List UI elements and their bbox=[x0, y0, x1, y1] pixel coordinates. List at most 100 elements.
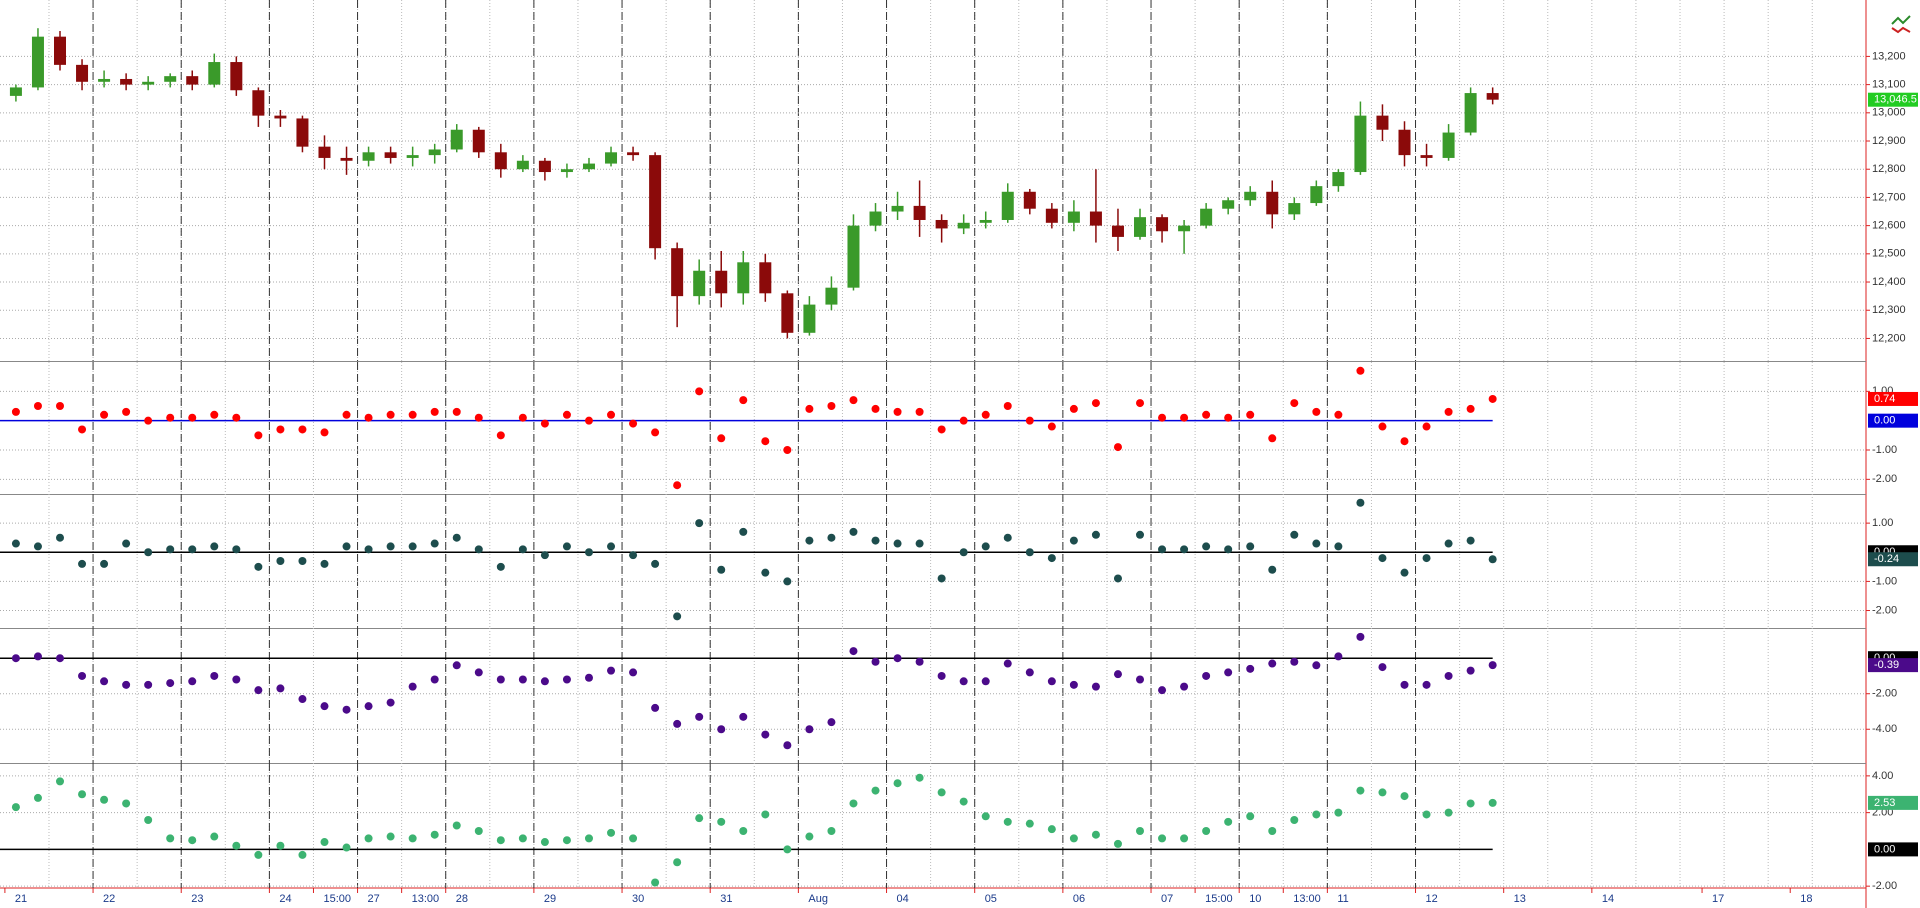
y-tick-label: 12,200 bbox=[1872, 332, 1906, 344]
indicator-dot bbox=[1356, 632, 1365, 641]
indicator-dot bbox=[893, 654, 902, 663]
indicator-dot bbox=[56, 533, 65, 542]
x-tick-label: 05 bbox=[985, 893, 997, 905]
candle-body bbox=[737, 262, 750, 294]
indicator-dot bbox=[298, 850, 307, 859]
indicator-dot bbox=[783, 577, 792, 586]
indicator-dot bbox=[1047, 554, 1056, 563]
indicator-dot bbox=[364, 702, 373, 711]
indicator-dot bbox=[430, 675, 439, 684]
indicator-dot bbox=[1400, 792, 1409, 801]
x-tick-label: 07 bbox=[1161, 893, 1173, 905]
indicator-dot bbox=[78, 790, 87, 799]
candle-body bbox=[9, 87, 22, 96]
candle-body bbox=[1310, 186, 1323, 204]
x-tick-label: 21 bbox=[15, 893, 27, 905]
indicator-dot bbox=[584, 416, 593, 425]
indicator-dot bbox=[783, 446, 792, 454]
indicator-dot bbox=[871, 786, 880, 795]
indicator-dot bbox=[1356, 366, 1365, 375]
indicator-dot bbox=[540, 419, 549, 428]
indicator-dot bbox=[78, 671, 87, 680]
candle-body bbox=[1332, 172, 1345, 187]
indicator-dot bbox=[849, 527, 858, 536]
x-tick-label: 29 bbox=[544, 893, 556, 905]
y-tick-label: 13,100 bbox=[1872, 79, 1906, 91]
candle-body bbox=[1288, 203, 1301, 215]
x-tick-label: 14 bbox=[1602, 893, 1614, 905]
indicator-dot bbox=[540, 838, 549, 847]
indicator-dot bbox=[1136, 399, 1145, 408]
indicator-dot bbox=[1180, 834, 1189, 843]
indicator-dot bbox=[188, 413, 197, 422]
indicator-dot bbox=[1422, 554, 1431, 563]
indicator-dot bbox=[1488, 661, 1497, 670]
indicator-dot bbox=[1113, 443, 1122, 452]
y-tick-label: 12,400 bbox=[1872, 276, 1906, 288]
menu-icon[interactable] bbox=[1891, 15, 1911, 34]
indicator-dot bbox=[232, 545, 241, 554]
indicator-dot bbox=[1202, 410, 1211, 419]
indicator-dot bbox=[871, 404, 880, 413]
x-tick-label: 11 bbox=[1337, 893, 1348, 905]
indicator-dot bbox=[11, 407, 20, 416]
candle-body bbox=[1354, 115, 1367, 173]
indicator-dot bbox=[937, 671, 946, 680]
indicator-dot bbox=[1312, 810, 1321, 819]
x-tick-label: 24 bbox=[279, 893, 291, 905]
candle-body bbox=[76, 64, 89, 82]
indicator-dot bbox=[1334, 542, 1343, 551]
indicator-dot bbox=[496, 836, 505, 845]
indicator-dot bbox=[232, 675, 241, 684]
current-value-label: 2.53 bbox=[1874, 797, 1895, 809]
indicator-dot bbox=[673, 612, 682, 621]
indicator-dot bbox=[1268, 659, 1277, 668]
current-value-label: -0.39 bbox=[1874, 659, 1899, 671]
indicator-dot bbox=[496, 431, 505, 440]
x-tick-label: 13:00 bbox=[412, 893, 440, 905]
indicator-dot bbox=[739, 712, 748, 721]
y-tick-label: -2.00 bbox=[1872, 880, 1897, 892]
indicator-dot bbox=[1180, 545, 1189, 554]
indicator-dot bbox=[276, 684, 285, 693]
indicator-dot bbox=[144, 416, 153, 425]
indicator-dot bbox=[1268, 565, 1277, 574]
indicator-dot bbox=[805, 536, 814, 545]
indicator-dot bbox=[254, 431, 263, 440]
candle-body bbox=[450, 129, 463, 150]
indicator-dot bbox=[1003, 817, 1012, 826]
indicator-dot bbox=[430, 830, 439, 839]
indicator-dot bbox=[651, 878, 660, 887]
indicator-dot bbox=[430, 407, 439, 416]
indicator-dot bbox=[210, 542, 219, 551]
indicator-dot bbox=[915, 773, 924, 782]
indicator-dot bbox=[1180, 413, 1189, 422]
candle-body bbox=[582, 163, 595, 170]
indicator-dot bbox=[629, 551, 638, 560]
indicator-dot bbox=[1246, 812, 1255, 821]
indicator-dot bbox=[474, 413, 483, 422]
indicator-dot bbox=[1069, 680, 1078, 689]
indicator-dot bbox=[739, 396, 748, 405]
indicator-dot bbox=[607, 666, 616, 675]
indicator-dot bbox=[408, 834, 417, 843]
indicator-dot bbox=[386, 832, 395, 841]
indicator-dot bbox=[849, 396, 858, 405]
x-tick-label: 06 bbox=[1073, 893, 1085, 905]
indicator-dot bbox=[915, 657, 924, 666]
indicator-dot bbox=[805, 725, 814, 734]
y-tick-label: -1.00 bbox=[1872, 444, 1897, 456]
y-tick-label: 13,200 bbox=[1872, 50, 1906, 62]
candle-body bbox=[208, 62, 221, 85]
candle-body bbox=[627, 152, 640, 156]
candle-body bbox=[54, 36, 67, 65]
indicator-dot bbox=[761, 810, 770, 819]
indicator-dot bbox=[739, 527, 748, 536]
indicator-dot bbox=[562, 410, 571, 419]
candle-body bbox=[362, 152, 375, 161]
indicator-dot bbox=[56, 402, 65, 410]
indicator-dot bbox=[1444, 671, 1453, 680]
indicator-dot bbox=[1290, 815, 1299, 824]
y-tick-label: 1.00 bbox=[1872, 517, 1893, 529]
